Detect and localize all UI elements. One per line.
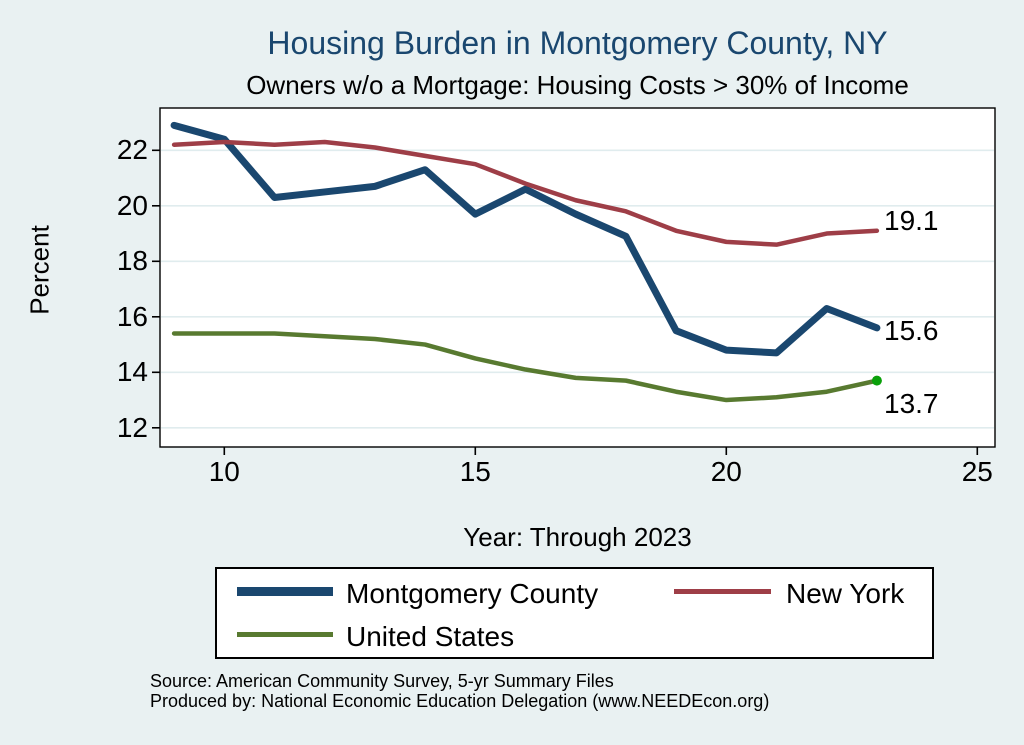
legend-label-montgomery-county: Montgomery County [346,578,599,609]
producer-line: Produced by: National Economic Education… [150,691,770,711]
source-line: Source: American Community Survey, 5-yr … [150,671,614,691]
end-value-label: 15.6 [884,314,939,346]
series-line-united-states [171,331,880,403]
y-tick-label: 14 [116,356,148,388]
end-value-label: 13.7 [884,388,939,420]
series-line-montgomery-county [170,121,881,357]
chart-title: Housing Burden in Montgomery County, NY [267,25,888,61]
legend: Montgomery County New York United States [215,567,934,659]
legend-swatch-montgomery-county [237,587,333,596]
y-tick-label: 16 [116,300,148,332]
legend-swatch-new-york [674,589,771,594]
y-tick-label: 22 [116,134,148,166]
y-tick-label: 20 [116,189,148,221]
y-tick-label: 12 [116,411,148,443]
us-end-marker-dot [871,375,882,386]
legend-swatch-united-states [237,632,333,637]
chart-subtitle: Owners w/o a Mortgage: Housing Costs > 3… [246,70,909,100]
x-tick-label: 20 [710,456,742,487]
series-line-new-york [171,139,880,247]
source-block: Source: American Community Survey, 5-yr … [150,671,769,711]
x-tick-label: 10 [208,456,240,487]
legend-label-united-states: United States [346,621,515,652]
legend-label-new-york: New York [786,578,905,609]
x-tick-label: 15 [459,456,491,487]
end-value-label: 19.1 [884,205,939,237]
x-axis-title: Year: Through 2023 [463,522,692,552]
y-tick-label: 18 [116,245,148,277]
x-tick-label: 25 [961,456,993,487]
plot-border [159,107,996,448]
plot-background [160,108,995,447]
